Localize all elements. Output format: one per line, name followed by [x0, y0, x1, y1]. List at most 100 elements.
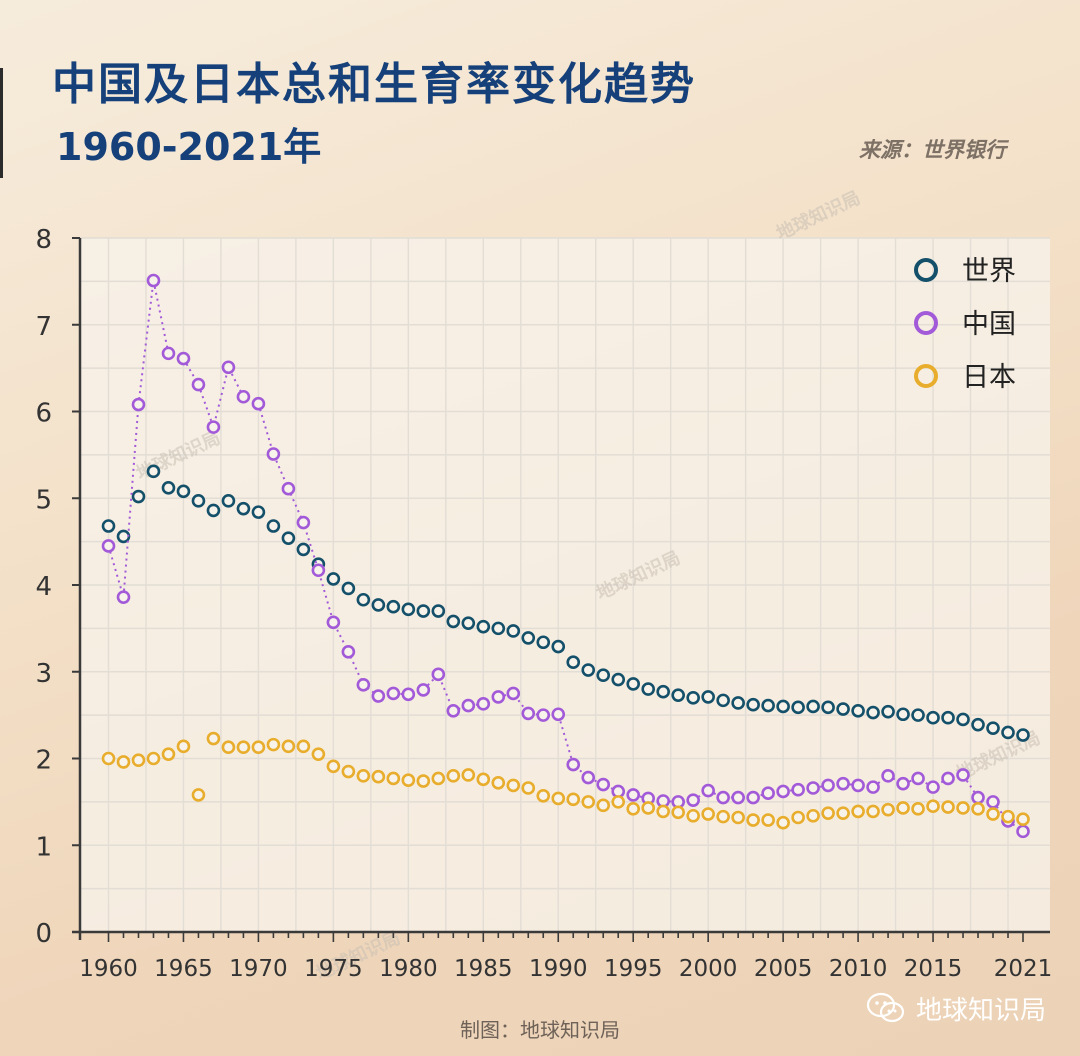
data-point-china — [116, 590, 131, 604]
x-tick-label: 1990 — [529, 956, 588, 982]
data-point-world — [611, 672, 626, 687]
data-point-japan — [221, 740, 236, 755]
data-point-world — [191, 494, 206, 508]
data-point-japan — [911, 802, 925, 816]
data-point-china — [521, 706, 536, 721]
brand-logo: 地球知识局 — [866, 990, 1046, 1027]
series-line-china — [107, 280, 1024, 833]
data-point-japan — [311, 747, 326, 761]
data-point-world — [881, 704, 895, 719]
data-point-japan — [506, 778, 521, 793]
data-point-world — [551, 639, 566, 654]
data-point-world — [866, 705, 880, 720]
data-point-china — [941, 771, 955, 786]
data-point-china — [581, 770, 596, 785]
data-point-china — [191, 377, 206, 392]
data-point-china — [371, 689, 386, 703]
data-point-japan — [641, 801, 656, 815]
data-point-china — [746, 790, 760, 805]
data-point-world — [521, 631, 536, 645]
data-point-japan — [236, 740, 251, 755]
data-point-world — [761, 698, 775, 713]
data-point-world — [431, 604, 446, 618]
data-point-china — [146, 273, 161, 288]
data-point-japan — [326, 759, 341, 774]
data-point-china — [176, 351, 191, 366]
data-point-china — [686, 793, 700, 807]
data-point-china — [731, 790, 745, 805]
x-tick-label: 1985 — [454, 956, 513, 982]
data-point-china — [626, 788, 641, 802]
data-point-china — [101, 539, 116, 553]
data-point-world — [671, 688, 685, 702]
data-point-japan — [176, 739, 191, 754]
data-point-japan — [416, 774, 431, 788]
data-point-japan — [401, 773, 416, 787]
data-point-japan — [986, 807, 1000, 821]
data-point-japan — [896, 801, 910, 815]
data-point-world — [341, 581, 356, 596]
data-point-japan — [1016, 812, 1030, 827]
data-point-world — [266, 519, 281, 533]
chart-title: 中国及日本总和生育率变化趋势 — [52, 59, 696, 110]
data-point-world — [821, 700, 835, 715]
data-point-japan — [581, 795, 596, 809]
x-tick-label: 1980 — [379, 956, 438, 982]
data-point-china — [206, 420, 221, 434]
legend-label-world: 世界 — [962, 256, 1016, 287]
data-point-china — [131, 397, 146, 412]
data-point-japan — [1001, 809, 1015, 824]
data-point-world — [941, 710, 955, 725]
data-point-world — [461, 616, 476, 630]
data-point-china — [536, 708, 551, 722]
data-point-japan — [626, 802, 641, 816]
data-point-world — [911, 708, 925, 722]
data-point-china — [386, 686, 401, 701]
data-point-japan — [491, 775, 506, 790]
data-point-china — [506, 686, 521, 701]
data-point-japan — [956, 801, 970, 815]
data-point-world — [131, 489, 146, 504]
data-point-japan — [866, 804, 880, 819]
data-point-world — [791, 700, 805, 715]
source-note: 来源：世界银行 — [859, 138, 1006, 162]
data-point-china — [716, 790, 730, 805]
data-point-japan — [836, 806, 850, 820]
data-point-china — [971, 790, 985, 805]
data-point-japan — [476, 772, 491, 787]
data-point-china — [311, 563, 326, 578]
data-point-japan — [446, 769, 461, 783]
data-point-china — [836, 776, 850, 791]
data-point-world — [656, 684, 670, 699]
data-point-world — [746, 697, 760, 712]
legend-label-china: 中国 — [962, 309, 1016, 340]
x-tick-label: 2000 — [679, 956, 738, 982]
data-point-china — [866, 780, 880, 794]
y-tick-label: 0 — [35, 919, 52, 949]
data-point-world — [626, 677, 641, 691]
data-point-china — [296, 515, 311, 530]
x-tick-label: 1965 — [154, 956, 213, 982]
data-point-japan — [671, 805, 685, 820]
watermark: 地球知识局 — [773, 187, 864, 245]
data-point-japan — [191, 788, 206, 802]
data-point-china — [566, 757, 581, 772]
legend-marker-world — [914, 258, 938, 282]
credit-note: 制图：地球知识局 — [460, 1018, 620, 1042]
data-point-japan — [131, 753, 146, 768]
data-point-world — [281, 531, 296, 545]
data-point-japan — [281, 739, 296, 754]
series-china — [101, 273, 1030, 839]
series-world — [101, 464, 1030, 742]
x-tick-label: 2005 — [754, 956, 813, 982]
data-point-china — [416, 683, 431, 697]
data-point-china — [1016, 824, 1030, 839]
data-point-japan — [566, 792, 581, 807]
data-point-world — [161, 481, 176, 495]
data-point-china — [596, 777, 611, 792]
data-point-japan — [611, 795, 626, 809]
data-point-world — [221, 494, 236, 508]
grid-lines — [80, 237, 1050, 932]
